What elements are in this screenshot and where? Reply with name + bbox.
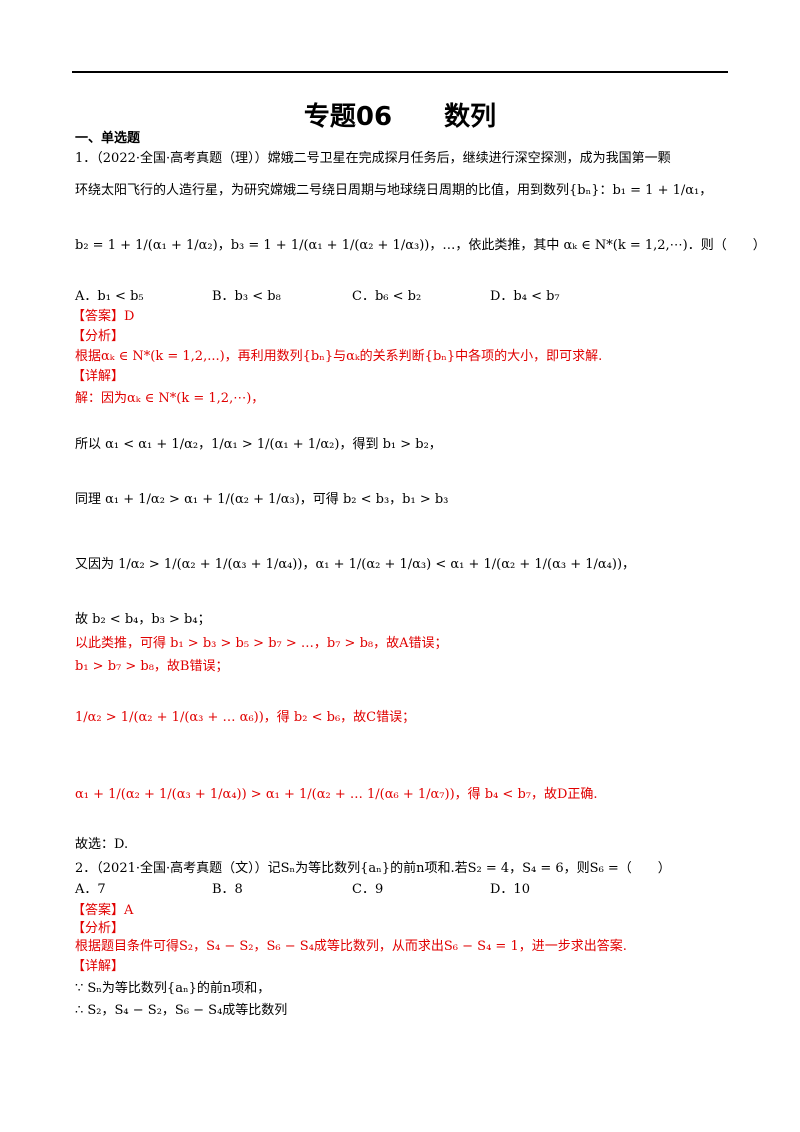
detail-text: ∵ Sₙ为等比数列{aₙ}的前n项和， (75, 981, 271, 996)
detail-text: 解：因为αₖ ∈ N*(k = 1,2,⋯)， (75, 391, 265, 406)
detail-label: 【详解】 (72, 959, 125, 974)
detail-text: 同理 α₁ + 1/α₂ > α₁ + 1/(α₂ + 1/α₃)，可得 b₂ … (75, 492, 449, 507)
header-rule (72, 71, 728, 73)
analysis-label: 【分析】 (72, 921, 125, 936)
answer: 【答案】A (72, 903, 134, 918)
detail-text: 故 b₂ < b₄，b₃ > b₄； (75, 612, 211, 627)
section-heading: 一、单选题 (75, 131, 141, 146)
option: C．b₆ < b₂ (352, 289, 422, 304)
option: A．7 (75, 882, 106, 897)
detail-label: 【详解】 (72, 369, 125, 384)
detail-text: b₁ > b₇ > b₈，故B错误； (75, 659, 229, 674)
page-title: 专题06 数列 (303, 102, 497, 132)
answer: 【答案】D (72, 309, 135, 324)
option: A．b₁ < b₅ (75, 289, 144, 304)
analysis-label: 【分析】 (72, 329, 125, 344)
analysis-text: 根据αₖ ∈ N*(k = 1,2,...)，再利用数列{bₙ}与αₖ的关系判断… (75, 349, 603, 364)
question-stem: 1．（2022·全国·高考真题（理））嫦娥二号卫星在完成探月任务后，继续进行深空… (75, 151, 671, 166)
detail-text: 所以 α₁ < α₁ + 1/α₂，1/α₁ > 1/(α₁ + 1/α₂)，得… (75, 437, 442, 452)
question-stem: 2．（2021·全国·高考真题（文））记Sₙ为等比数列{aₙ}的前n项和.若S₂… (75, 861, 671, 876)
detail-text: ∴ S₂，S₄ − S₂，S₆ − S₄成等比数列 (75, 1003, 288, 1018)
detail-text: 又因为 1/α₂ > 1/(α₂ + 1/(α₃ + 1/α₄))，α₁ + 1… (75, 557, 636, 572)
detail-text: 以此类推，可得 b₁ > b₃ > b₅ > b₇ > …，b₇ > b₈，故A… (75, 636, 448, 651)
question-stem: b₂ = 1 + 1/(α₁ + 1/α₂)，b₃ = 1 + 1/(α₁ + … (75, 238, 766, 253)
option: D．10 (490, 882, 530, 897)
option: D．b₄ < b₇ (490, 289, 560, 304)
option: B．b₃ < b₈ (212, 289, 281, 304)
question-stem: 环绕太阳飞行的人造行星，为研究嫦娥二号绕日周期与地球绕日周期的比值，用到数列{b… (75, 183, 713, 198)
detail-text: 故选：D. (75, 837, 129, 852)
option: C．9 (352, 882, 384, 897)
option: B．8 (212, 882, 243, 897)
detail-text: α₁ + 1/(α₂ + 1/(α₃ + 1/α₄)) > α₁ + 1/(α₂… (75, 787, 598, 802)
analysis-text: 根据题目条件可得S₂，S₄ − S₂，S₆ − S₄成等比数列，从而求出S₆ −… (75, 939, 627, 954)
detail-text: 1/α₂ > 1/(α₂ + 1/(α₃ + … α₆))，得 b₂ < b₆，… (75, 710, 416, 725)
